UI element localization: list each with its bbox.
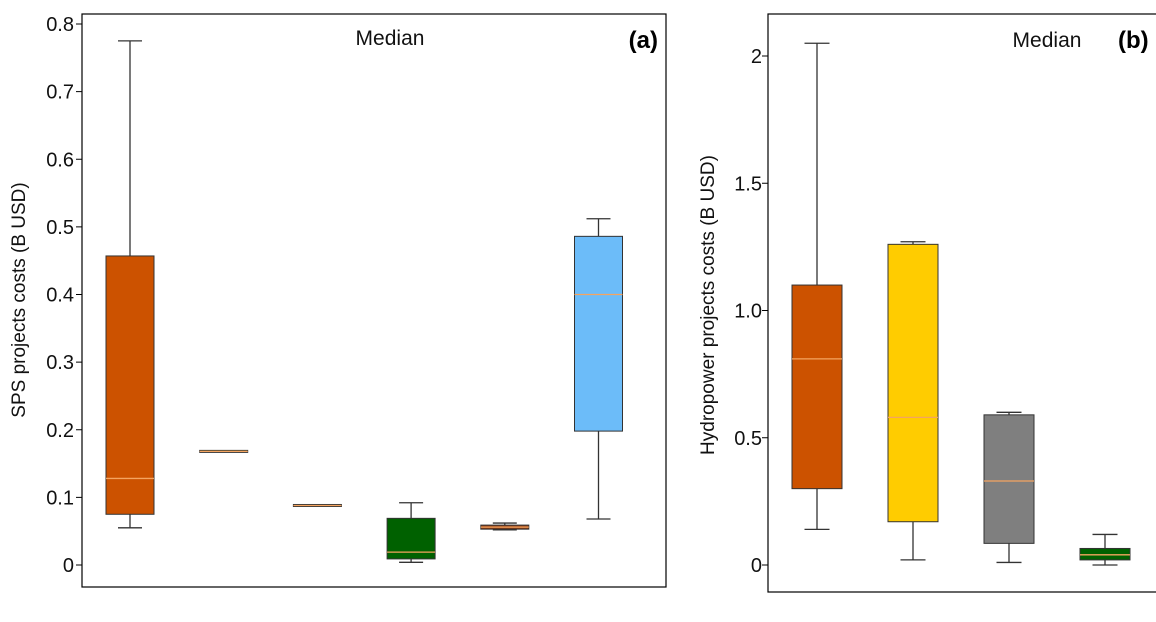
panel-b-boxes	[791, 42, 1131, 566]
panel-b-pie-title: Median	[1013, 29, 1082, 52]
panel-a-ytick-label: 0	[63, 555, 74, 577]
panel-a-ytick-label: 0.3	[46, 352, 74, 374]
panel-a-box-rect	[386, 517, 436, 560]
panel-b-box-land	[1079, 533, 1131, 566]
panel-a-boxes	[105, 40, 623, 563]
panel-a-ytick-label: 0.5	[46, 217, 74, 239]
panel-a: SPS projects costs (B USD) (a) 0 0.1 0.2 0.…	[9, 13, 667, 588]
panel-a-box-rect	[105, 255, 155, 515]
panel-b-box-electric	[887, 241, 939, 561]
panel-b-frame	[767, 13, 1156, 593]
panel-a-ytick-label: 0.4	[46, 285, 74, 307]
panel-a-y-ticks: 0 0.1 0.2 0.3 0.4 0.5 0.6 0.7 0.8	[46, 14, 82, 577]
panel-b-ytick-label: 0.5	[734, 428, 762, 450]
panel-a-box-land	[386, 502, 436, 563]
panel-a-box-rect	[574, 235, 623, 432]
panel-b-box-rect	[983, 414, 1035, 544]
panel-a-box-turbine	[292, 503, 342, 507]
panel-b-y-ticks: 0 0.5 1.0 1.5 2	[734, 46, 768, 577]
panel-b-box-rect	[791, 284, 843, 490]
panel-a-box-electric	[199, 449, 249, 453]
panel-b-ytick-label: 1.5	[734, 173, 762, 195]
panel-b-ytick-label: 0	[751, 555, 762, 577]
panel-b-box-turbine	[983, 411, 1035, 564]
panel-a-ytick-label: 0.7	[46, 82, 74, 104]
panel-b-tag: (b)	[1118, 27, 1149, 54]
panel-b-ytick-label: 2	[751, 46, 762, 68]
panel-a-box-excavation	[480, 522, 530, 531]
panel-a-box-tunnel	[574, 218, 623, 520]
panel-b-box-dam	[791, 42, 843, 531]
panel-a-ytick-label: 0.6	[46, 149, 74, 171]
panel-a-frame	[81, 13, 667, 588]
panel-a-box-dam	[105, 40, 155, 529]
panel-a-ytick-label: 0.1	[46, 487, 74, 509]
panel-a-tag: (a)	[629, 27, 658, 54]
panel-b-ytick-label: 1.0	[734, 301, 762, 323]
panel-b-ylabel: Hydropower projects costs (B USD)	[698, 155, 719, 455]
panel-a-ytick-label: 0.8	[46, 14, 74, 36]
panel-b: Hydropower projects costs (B USD) (b) 00…	[698, 13, 1156, 593]
panel-a-pie-title: Median	[356, 27, 425, 50]
panel-a-ylabel: SPS projects costs (B USD)	[9, 182, 30, 417]
panel-a-ytick-label: 0.2	[46, 420, 74, 442]
panel-b-box-rect	[887, 243, 939, 523]
